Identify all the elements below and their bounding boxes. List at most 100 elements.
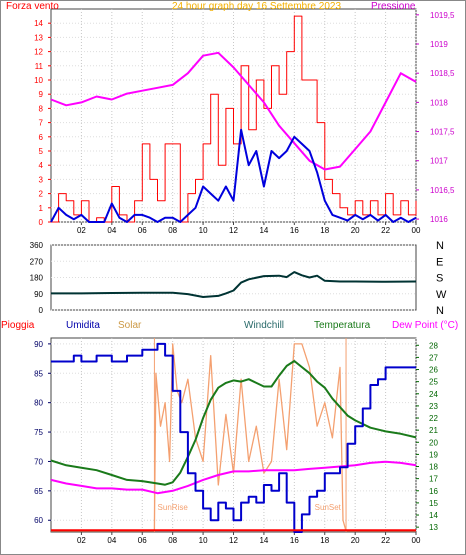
- legend-umidita: Umidita: [66, 320, 100, 331]
- humidity-panel-x-tick-label: 04: [107, 536, 116, 545]
- wind-panel-x-tick-label: 06: [138, 226, 147, 235]
- pressure-y-tick-label: 1017: [430, 157, 448, 166]
- wind-panel-x-tick-label: 08: [168, 226, 177, 235]
- chart-title: 24 hour graph day 16 Settembre 2023: [172, 1, 342, 12]
- temperature-y-tick-label: 19: [429, 450, 438, 459]
- wind-panel-x-tick-label: 10: [199, 226, 208, 235]
- temperature-y-tick-label: 25: [429, 378, 438, 387]
- wind-y-tick-label: 12: [34, 48, 43, 57]
- wind-gust-line: [51, 15, 417, 223]
- temperature-y-tick-label: 16: [429, 487, 438, 496]
- temperature-y-tick-label: 18: [429, 463, 438, 472]
- legend-solar: Solar: [118, 320, 142, 331]
- humidity-panel-x-tick-label: 02: [77, 536, 86, 545]
- temperature-y-tick-label: 14: [429, 511, 438, 520]
- wind-panel-x-tick-label: 22: [381, 226, 390, 235]
- pressure-y-tick-label: 1016: [430, 215, 448, 224]
- direction-y-tick-label: 270: [30, 257, 44, 266]
- wind-y-tick-label: 14: [34, 19, 43, 28]
- wind-y-tick-label: 2: [39, 190, 44, 199]
- humidity-panel-x-tick-label: 10: [199, 536, 208, 545]
- wind-average-line: [50, 128, 417, 223]
- wind-y-tick-label: 6: [39, 133, 44, 142]
- humidity-panel-x-tick-label: 08: [168, 536, 177, 545]
- pressure-y-tick-label: 1019: [430, 40, 448, 49]
- direction-y-tick-label: 360: [30, 241, 44, 250]
- pressure-line: [50, 51, 417, 171]
- sunset-label: SunSet: [315, 503, 342, 512]
- wind-axis-title: Forza vento: [6, 1, 59, 12]
- temperature-line: [50, 360, 417, 486]
- direction-compass-label: N: [436, 240, 444, 252]
- direction-compass-label: S: [436, 273, 443, 285]
- wind-direction-line: [51, 271, 417, 298]
- humidity-panel-x-tick-label: 14: [259, 536, 268, 545]
- direction-y-tick-label: 180: [30, 274, 44, 283]
- humidity-panel-x-tick-label: 16: [290, 536, 299, 545]
- wind-y-tick-label: 1: [39, 204, 44, 213]
- wind-panel-x-tick-label: 18: [320, 226, 329, 235]
- wind-y-tick-label: 13: [34, 33, 43, 42]
- temperature-y-tick-label: 27: [429, 353, 438, 362]
- humidity-temperature-panel: 02 04 06 08 10 12 14 16 18 20 22 00 60 65 70 75 80 85 90 13…: [34, 337, 438, 545]
- pressure-y-tick-label: 1018,5: [430, 69, 455, 78]
- wind-panel-x-tick-label: 04: [107, 226, 116, 235]
- wind-pressure-panel: 02 04 06 08 10 12 14 16 18 20 22 000123456789101112…: [34, 8, 455, 235]
- pressure-y-tick-label: 1018: [430, 98, 448, 107]
- direction-compass-label: N: [436, 305, 444, 317]
- humidity-y-tick-label: 60: [34, 516, 43, 525]
- temperature-y-tick-label: 22: [429, 414, 438, 423]
- wind-panel-x-tick-label: 20: [351, 226, 360, 235]
- wind-panel-x-tick-label: 14: [259, 226, 268, 235]
- humidity-panel-x-tick-label: 22: [381, 536, 390, 545]
- legend-pioggia: Pioggia: [1, 320, 35, 331]
- dewpoint-line: [50, 460, 417, 495]
- temperature-y-tick-label: 26: [429, 366, 438, 375]
- humidity-y-tick-label: 75: [34, 428, 43, 437]
- sunrise-label: SunRise: [158, 503, 189, 512]
- humidity-panel-x-tick-label: 00: [412, 536, 421, 545]
- wind-panel-x-tick-label: 16: [290, 226, 299, 235]
- humidity-panel-x-tick-label: 12: [229, 536, 238, 545]
- humidity-panel-x-tick-label: 06: [138, 536, 147, 545]
- wind-panel-x-tick-label: 00: [412, 226, 421, 235]
- temperature-y-tick-label: 23: [429, 402, 438, 411]
- humidity-y-tick-label: 90: [34, 340, 43, 349]
- temperature-y-tick-label: 15: [429, 499, 438, 508]
- temperature-y-tick-label: 24: [429, 390, 438, 399]
- humidity-y-tick-label: 65: [34, 487, 43, 496]
- humidity-panel-x-tick-label: 20: [351, 536, 360, 545]
- wind-y-tick-label: 0: [39, 218, 44, 227]
- legend-dewpoint: Dew Point (°C): [392, 320, 459, 331]
- humidity-y-tick-label: 70: [34, 457, 43, 466]
- pressure-axis-title: Pressione: [371, 1, 416, 12]
- humidity-line: [51, 342, 416, 533]
- wind-y-tick-label: 5: [39, 147, 44, 156]
- humidity-y-tick-label: 85: [34, 369, 43, 378]
- direction-compass-label: E: [436, 256, 443, 268]
- temperature-y-tick-label: 28: [429, 341, 438, 350]
- pressure-y-tick-label: 1017,5: [430, 128, 455, 137]
- wind-y-tick-label: 7: [39, 119, 44, 128]
- humidity-y-tick-label: 80: [34, 399, 43, 408]
- direction-y-tick-label: 90: [34, 290, 43, 299]
- wind-y-tick-label: 9: [39, 90, 44, 99]
- pressure-y-tick-label: 1016,5: [430, 186, 455, 195]
- temperature-y-tick-label: 17: [429, 475, 438, 484]
- wind-panel-x-tick-label: 02: [77, 226, 86, 235]
- direction-y-tick-label: 0: [39, 306, 44, 315]
- temperature-y-tick-label: 21: [429, 426, 438, 435]
- wind-y-tick-label: 8: [39, 104, 44, 113]
- wind-direction-panel: 0 N 90 W 180 S 270 E 360 N: [30, 240, 447, 317]
- wind-panel-x-tick-label: 12: [229, 226, 238, 235]
- direction-compass-label: W: [436, 289, 447, 301]
- wind-y-tick-label: 4: [39, 161, 44, 170]
- wind-y-tick-label: 3: [39, 175, 44, 184]
- wind-y-tick-label: 11: [35, 62, 44, 71]
- solar-line: [51, 343, 416, 532]
- wind-y-tick-label: 10: [34, 76, 43, 85]
- temperature-y-tick-label: 20: [429, 438, 438, 447]
- legend-temperatura: Temperatura: [314, 320, 371, 331]
- temperature-y-tick-label: 13: [429, 523, 438, 532]
